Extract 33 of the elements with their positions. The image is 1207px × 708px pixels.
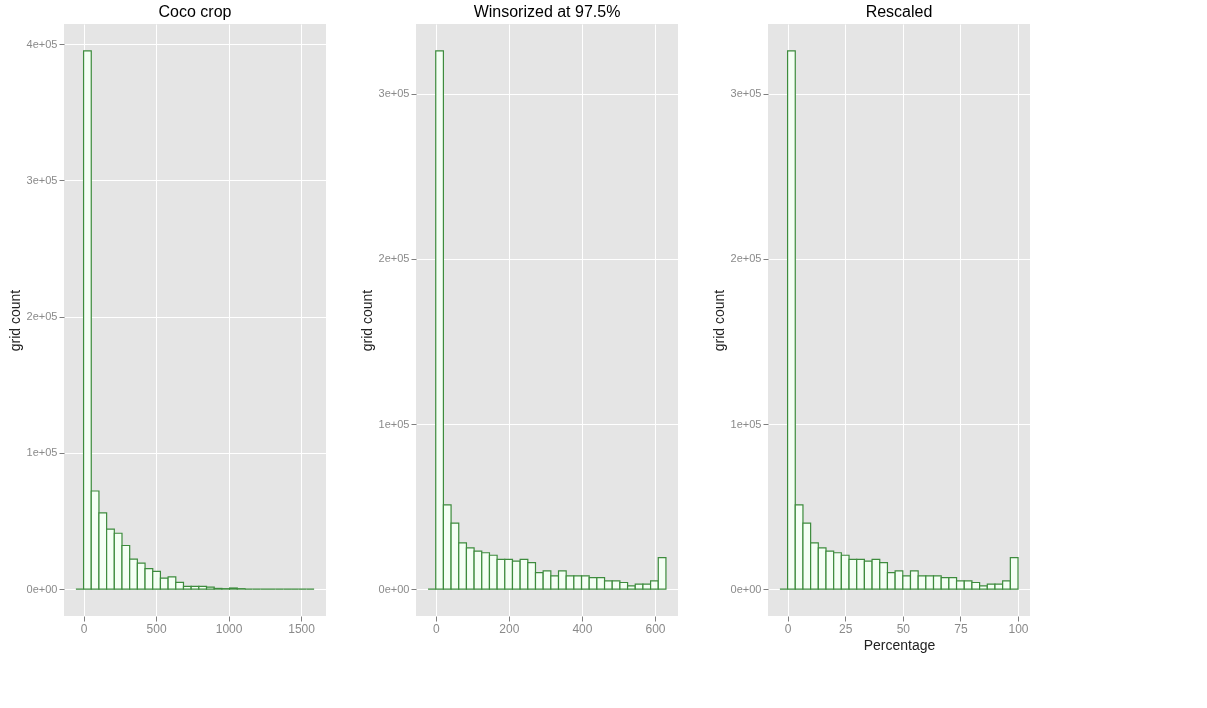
y-axis-title: grid count [710, 289, 727, 352]
x-tick-label: 75 [954, 621, 968, 636]
x-tick-label: 0 [784, 621, 792, 636]
x-tick-label: 100 [1008, 621, 1029, 636]
y-tick-label: 1e+05 [26, 446, 58, 459]
y-tick-label: 4e+05 [26, 37, 58, 50]
y-tick-label: 2e+05 [378, 252, 410, 265]
chart-title: Winsorized at 97.5% [473, 3, 621, 20]
x-tick-label: 600 [645, 621, 666, 636]
x-tick-label: 500 [146, 621, 167, 636]
x-tick-label: 400 [572, 621, 593, 636]
x-tick-label: 200 [499, 621, 520, 636]
y-tick-label: 1e+05 [378, 417, 410, 430]
y-tick-label: 3e+05 [730, 87, 762, 100]
x-tick-label: 50 [896, 621, 911, 636]
y-tick-label: 3e+05 [378, 87, 410, 100]
y-tick-label: 0e+00 [378, 582, 410, 595]
y-tick-label: 0e+00 [730, 582, 762, 595]
x-tick-label: 1000 [215, 621, 243, 636]
chart-title: Coco crop [158, 3, 232, 20]
y-tick-label: 1e+05 [730, 417, 762, 430]
x-tick-label: 25 [839, 621, 853, 636]
chart-title: Rescaled [865, 3, 933, 20]
x-axis-title: Percentage [863, 636, 936, 653]
x-tick-label: 0 [80, 621, 88, 636]
y-axis-title: grid count [358, 289, 375, 352]
x-tick-label: 1500 [288, 621, 316, 636]
y-tick-label: 3e+05 [26, 173, 58, 186]
y-tick-label: 2e+05 [730, 252, 762, 265]
x-tick-label: 0 [432, 621, 440, 636]
y-tick-label: 0e+00 [26, 582, 58, 595]
y-axis-title: grid count [6, 289, 23, 352]
y-tick-label: 2e+05 [26, 310, 58, 323]
